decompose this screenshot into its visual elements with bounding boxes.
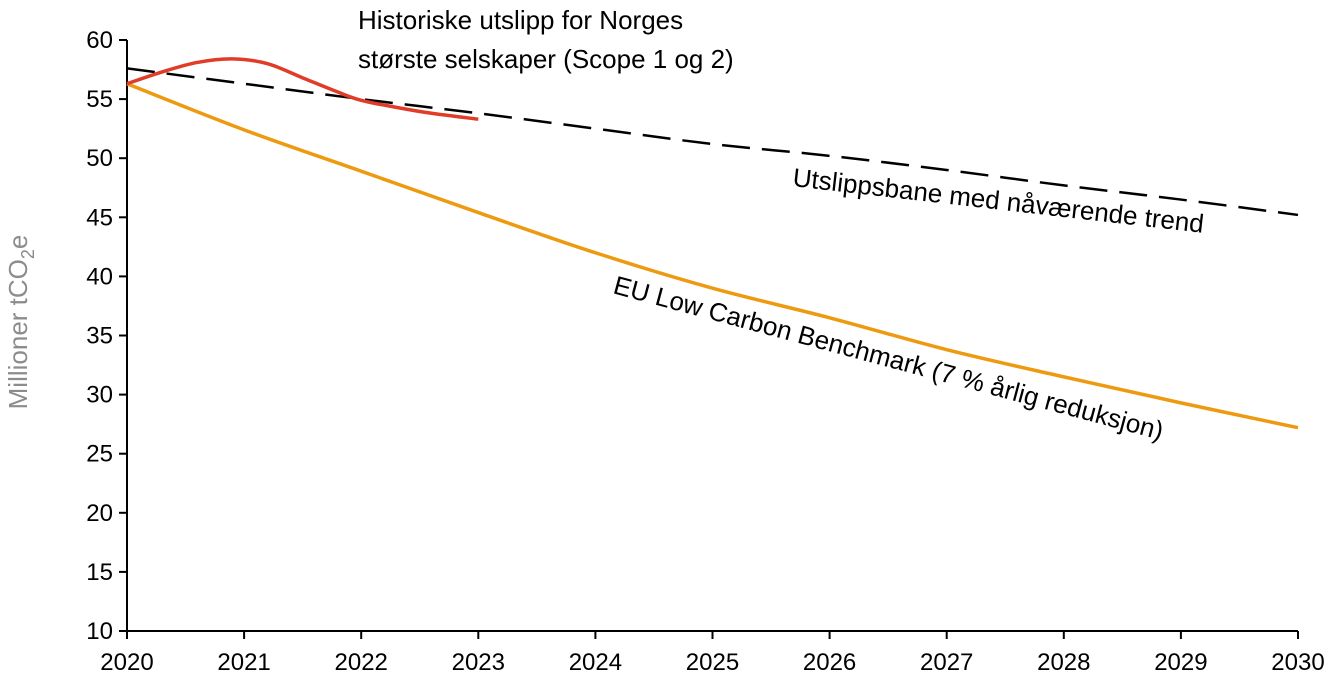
y-axis-label: Millioner tCO2e (3, 235, 38, 410)
y-axis-ticks: 10 15 20 25 30 35 40 45 50 55 60 (86, 27, 127, 645)
x-tick-label: 2021 (217, 649, 270, 676)
y-tick-label: 35 (86, 323, 113, 350)
x-tick-label: 2029 (1154, 649, 1207, 676)
x-tick-label: 2024 (569, 649, 622, 676)
y-tick-label: 60 (86, 27, 113, 54)
y-tick-label: 50 (86, 145, 113, 172)
x-tick-label: 2022 (335, 649, 388, 676)
annotation-trend: Utslippsbane med nåværende trend (791, 162, 1205, 239)
annotation-historical-line1: Historiske utslipp for Norges (358, 5, 683, 35)
x-tick-label: 2027 (920, 649, 973, 676)
y-tick-label: 20 (86, 500, 113, 527)
x-tick-label: 2025 (686, 649, 739, 676)
series-current-trend (126, 67, 1299, 217)
x-tick-label: 2026 (803, 649, 856, 676)
x-tick-label: 2020 (100, 649, 153, 676)
annotation-benchmark: EU Low Carbon Benchmark (7 % årlig reduk… (610, 270, 1166, 446)
y-tick-label: 25 (86, 441, 113, 468)
y-tick-label: 15 (86, 559, 113, 586)
series-historical-emissions (126, 57, 479, 121)
annotation-historical-line2: største selskaper (Scope 1 og 2) (358, 44, 734, 74)
x-axis-ticks: 2020 2021 2022 2023 2024 2025 2026 2027 2028 2029… (100, 631, 1325, 676)
series-eu-benchmark (126, 82, 1299, 430)
y-tick-label: 30 (86, 382, 113, 409)
y-tick-label: 40 (86, 263, 113, 290)
y-tick-label: 10 (86, 618, 113, 645)
y-tick-label: 55 (86, 86, 113, 113)
x-tick-label: 2028 (1037, 649, 1090, 676)
series-layer (126, 57, 1299, 430)
y-tick-label: 45 (86, 204, 113, 231)
x-tick-label: 2030 (1271, 649, 1324, 676)
x-tick-label: 2023 (452, 649, 505, 676)
